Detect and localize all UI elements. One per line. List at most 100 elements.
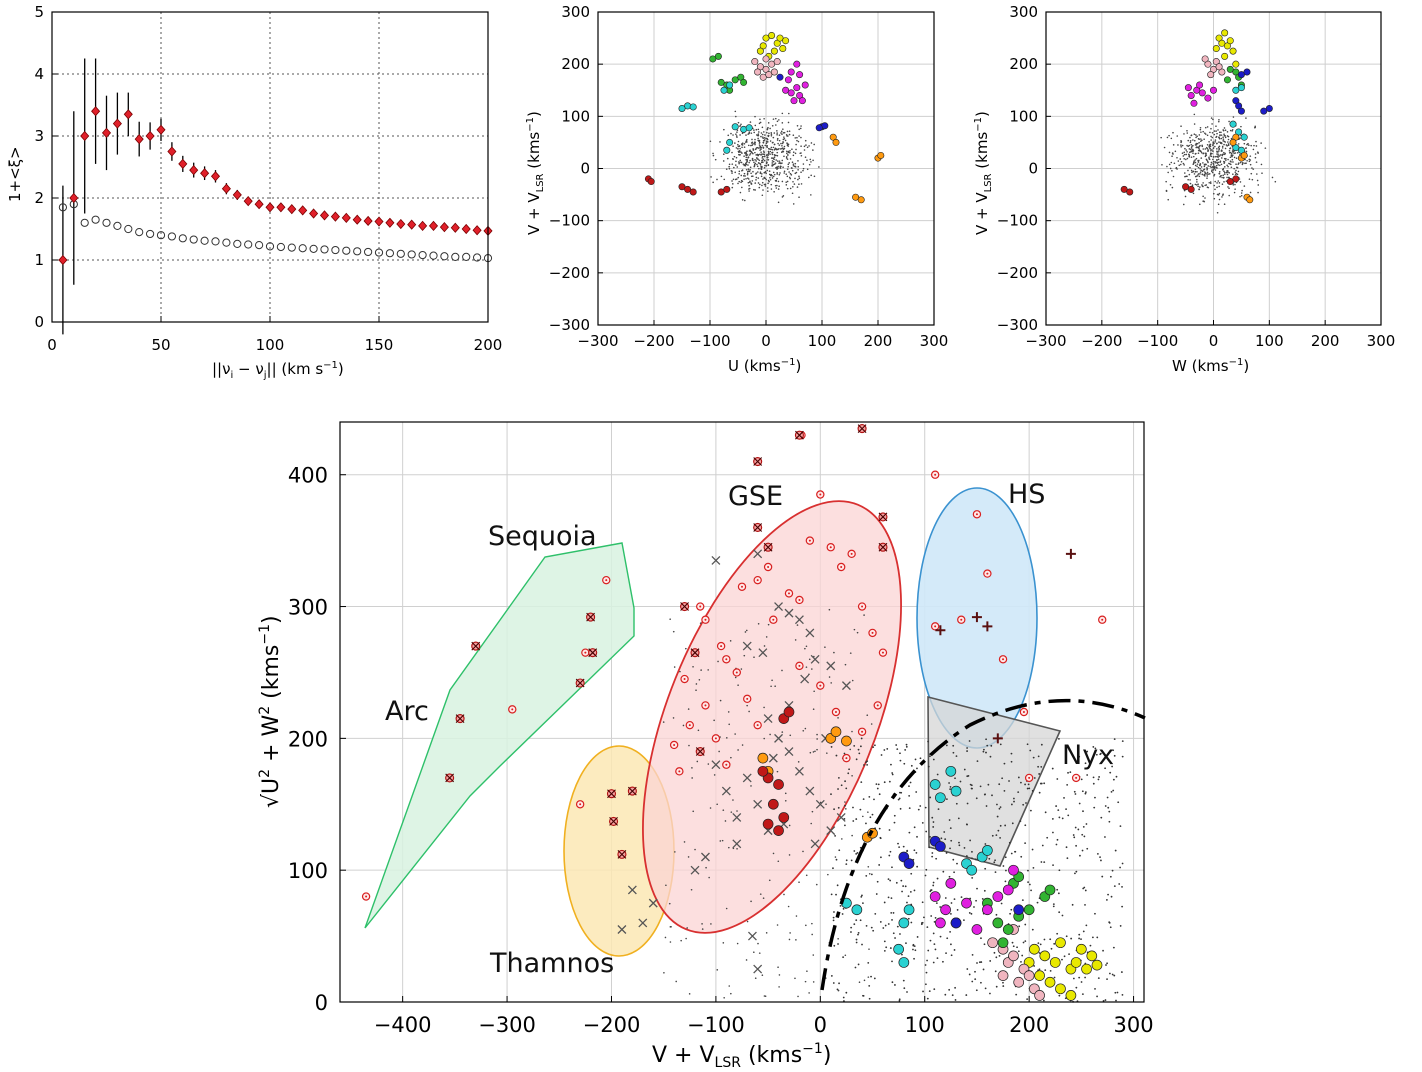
- field-star: [757, 942, 759, 945]
- field-star: [765, 137, 767, 140]
- y-tick-label: 1: [34, 251, 44, 269]
- field-star: [782, 128, 784, 130]
- field-star: [756, 134, 759, 137]
- field-star: [1170, 161, 1173, 164]
- field-star: [761, 157, 764, 159]
- field-star: [949, 827, 952, 830]
- field-star: [1224, 141, 1227, 143]
- field-star: [1209, 182, 1212, 185]
- field-star: [936, 957, 939, 960]
- field-star: [1218, 147, 1220, 150]
- field-star: [924, 983, 927, 986]
- crossed-circle-mark: [878, 542, 888, 552]
- field-star: [1264, 147, 1267, 149]
- field-star: [1011, 822, 1014, 825]
- group-star: [1120, 185, 1128, 193]
- field-star: [763, 737, 765, 740]
- field-star: [739, 153, 741, 156]
- plus-star: [992, 733, 1003, 744]
- field-star: [1040, 743, 1043, 746]
- gse-region: [642, 500, 902, 934]
- baseline-point: [407, 250, 416, 259]
- field-star: [1039, 943, 1042, 946]
- group-star: [987, 937, 998, 949]
- red-circle-center: [1101, 618, 1104, 621]
- field-star: [687, 708, 690, 710]
- field-star: [1094, 747, 1097, 750]
- field-star: [1010, 908, 1013, 911]
- field-star: [916, 767, 918, 770]
- field-star: [998, 807, 1001, 810]
- field-star: [754, 138, 756, 141]
- group-star: [1126, 188, 1134, 196]
- field-star: [832, 867, 834, 870]
- field-star: [1052, 903, 1055, 906]
- field-star: [743, 164, 746, 167]
- field-star: [813, 143, 815, 146]
- field-star: [763, 183, 766, 186]
- field-star: [929, 796, 932, 799]
- cross-star: [742, 641, 752, 651]
- field-star: [873, 798, 875, 801]
- field-star: [870, 873, 873, 876]
- field-star: [842, 996, 845, 999]
- field-star: [1031, 848, 1034, 851]
- field-star: [728, 985, 731, 987]
- field-star: [853, 744, 856, 747]
- field-star: [1233, 191, 1236, 194]
- field-star: [1104, 767, 1107, 770]
- field-star: [966, 750, 968, 752]
- group-star: [757, 765, 769, 777]
- field-star: [792, 185, 794, 188]
- field-star: [1204, 197, 1206, 199]
- field-star: [944, 838, 947, 841]
- field-star: [810, 174, 812, 177]
- field-star: [1251, 178, 1254, 181]
- field-star: [1192, 152, 1194, 154]
- field-star: [734, 142, 736, 144]
- field-star: [939, 906, 942, 908]
- field-star: [1207, 161, 1209, 164]
- field-star: [828, 608, 831, 611]
- field-star: [924, 806, 927, 809]
- field-star: [762, 158, 765, 160]
- field-star: [754, 142, 757, 144]
- red-circle-center: [975, 513, 978, 516]
- correlation-frame: [51, 11, 489, 323]
- x-tick-label: 100: [256, 336, 285, 354]
- group-star: [857, 196, 865, 204]
- field-star: [1230, 154, 1233, 157]
- field-star: [1237, 170, 1240, 173]
- field-star: [1058, 994, 1061, 997]
- field-star: [1231, 158, 1234, 161]
- field-star: [1218, 131, 1221, 134]
- group-star: [768, 31, 776, 39]
- field-star: [906, 849, 909, 852]
- field-star: [1274, 180, 1277, 183]
- field-star: [873, 744, 876, 747]
- field-star: [926, 997, 929, 1000]
- field-star: [776, 137, 779, 140]
- group-star: [784, 76, 792, 84]
- field-star: [751, 138, 753, 141]
- field-star: [1084, 762, 1087, 765]
- field-star: [758, 139, 761, 142]
- field-star: [761, 133, 764, 136]
- field-star: [1183, 153, 1186, 156]
- field-star: [772, 118, 775, 120]
- group-star: [1013, 904, 1025, 916]
- field-star: [777, 142, 779, 145]
- field-star: [882, 927, 885, 929]
- field-star: [786, 130, 789, 133]
- field-star: [755, 128, 758, 131]
- baseline-point: [255, 241, 264, 250]
- field-star: [1082, 810, 1084, 813]
- field-star: [780, 142, 782, 145]
- field-star: [788, 130, 791, 132]
- field-star: [750, 182, 752, 184]
- field-star: [830, 746, 833, 748]
- field-star: [773, 173, 776, 176]
- field-star: [728, 163, 731, 166]
- field-star: [743, 146, 746, 148]
